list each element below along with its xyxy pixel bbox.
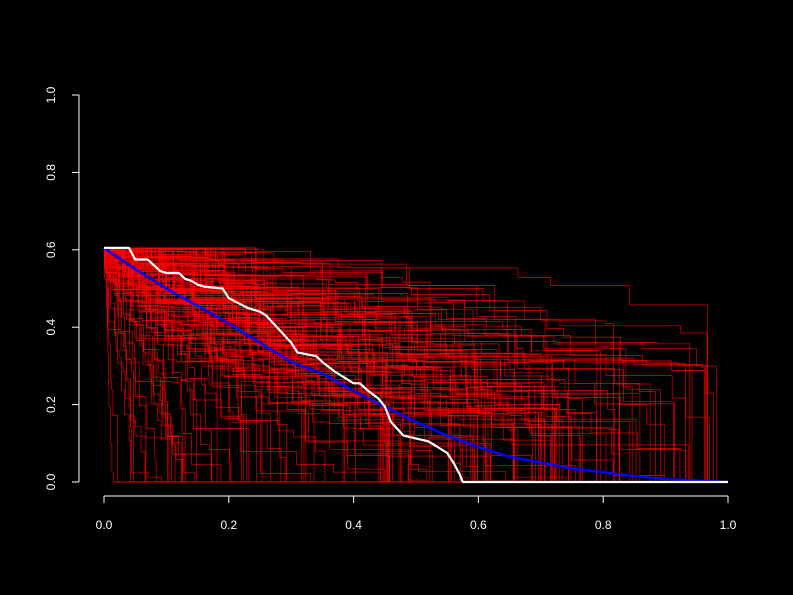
red-curve	[104, 247, 728, 483]
y-tick-label: 1.0	[44, 86, 58, 103]
red-curve	[104, 247, 728, 483]
red-curve	[104, 247, 728, 483]
red-curve	[104, 247, 728, 483]
red-curve	[104, 247, 728, 483]
x-tick-label: 0.0	[96, 518, 113, 532]
red-curve	[104, 247, 728, 483]
red-curve	[104, 247, 728, 483]
red-curve	[104, 247, 728, 483]
x-tick-label: 0.8	[595, 518, 612, 532]
x-tick-label: 0.4	[345, 518, 362, 532]
red-curve	[104, 247, 728, 483]
white-step-line	[104, 246, 728, 484]
red-curve	[104, 247, 728, 483]
red-curve	[104, 247, 728, 483]
red-curve	[104, 247, 728, 483]
y-tick-label: 0.6	[44, 241, 58, 258]
red-curve	[104, 247, 728, 483]
red-curve	[104, 247, 728, 483]
mean-curve-line	[103, 246, 729, 484]
red-curve	[104, 247, 728, 483]
red-curve	[104, 247, 728, 483]
y-tick-label: 0.8	[44, 164, 58, 181]
x-tick-label: 1.0	[720, 518, 737, 532]
blue-mean-curve-group	[103, 246, 729, 484]
y-tick-label: 0.2	[44, 396, 58, 413]
red-curve	[104, 247, 728, 483]
red-curve	[104, 247, 728, 483]
red-curves-group	[104, 247, 728, 483]
red-curve	[104, 247, 728, 483]
red-curve	[104, 247, 728, 483]
red-curve	[104, 247, 728, 483]
white-curve-group	[104, 246, 728, 484]
red-curve	[104, 247, 728, 483]
red-curve	[104, 247, 728, 483]
red-curve	[104, 247, 728, 483]
red-curve	[104, 247, 728, 483]
red-curve	[104, 247, 728, 483]
red-curve	[104, 247, 728, 483]
red-curve	[104, 247, 728, 483]
x-axis: 0.0 0.2 0.4 0.6 0.8 1.0	[96, 495, 737, 532]
red-curve	[104, 247, 728, 483]
red-curve	[104, 247, 728, 483]
red-curve	[104, 247, 728, 483]
red-curve	[104, 247, 728, 483]
red-curve	[104, 247, 728, 483]
red-curve	[104, 247, 728, 483]
red-curve	[104, 247, 728, 483]
red-curve	[104, 247, 728, 483]
y-tick-label: 0.0	[44, 473, 58, 490]
red-curve	[104, 247, 728, 483]
x-tick-label: 0.2	[220, 518, 237, 532]
y-tick-label: 0.4	[44, 319, 58, 336]
red-curve	[104, 247, 728, 483]
red-curve	[104, 247, 728, 483]
red-curve	[104, 247, 728, 483]
red-curve	[104, 247, 728, 483]
red-curve	[104, 247, 728, 483]
red-curve	[104, 247, 728, 483]
red-curve	[104, 247, 728, 483]
red-curve	[104, 247, 728, 483]
red-curve	[104, 247, 728, 483]
red-curve	[104, 247, 728, 483]
red-curve	[104, 247, 728, 483]
red-curve	[104, 247, 728, 483]
red-curve	[104, 247, 728, 483]
red-curve	[104, 247, 728, 483]
y-axis: 0.0 0.2 0.4 0.6 0.8 1.0	[44, 86, 80, 490]
x-tick-label: 0.6	[470, 518, 487, 532]
red-curve	[104, 247, 728, 483]
